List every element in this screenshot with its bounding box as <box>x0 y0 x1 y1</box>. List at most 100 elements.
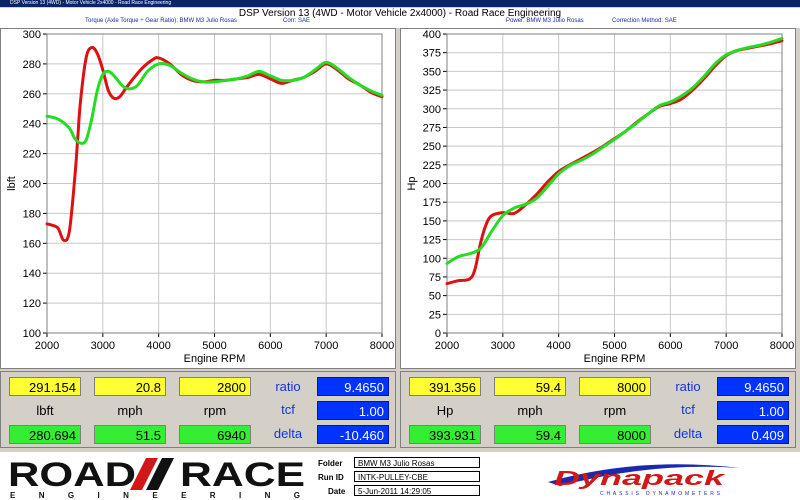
logo-slash-red <box>130 458 158 490</box>
plot-frame <box>446 33 783 334</box>
y-axis-label: lbft <box>6 176 18 191</box>
power-correction-text: Correction Method: SAE <box>612 18 677 24</box>
power-readout-panel: 391.356 59.4 8000 Hp mph rpm 393.931 59.… <box>400 371 796 448</box>
dynapack-sub-text: CHASSIS DYNAMOMETERS <box>600 491 721 497</box>
torque-readout-panel: 291.154 20.8 2800 lbft mph rpm 280.694 5… <box>0 371 396 448</box>
x-tick-label: 8000 <box>770 340 794 352</box>
runid-field: INTK-PULLEY-CBE <box>354 471 480 482</box>
x-tick-label: 3000 <box>91 340 115 352</box>
y-tick-label: 375 <box>423 48 441 60</box>
dynapack-swoosh <box>548 464 740 486</box>
y-tick-label: 300 <box>423 104 441 116</box>
y-tick-label: 140 <box>23 268 41 280</box>
x-tick-label: 2000 <box>435 340 459 352</box>
ratio-label: ratio <box>275 379 301 394</box>
y-tick-label: 260 <box>23 89 41 101</box>
window-title-bar: DSP Version 13 (4WD) - Motor Vehicle 2x4… <box>0 0 800 7</box>
unit-label-rpm: rpm <box>603 403 627 418</box>
y-tick-label: 100 <box>423 253 441 265</box>
y-tick-label: 325 <box>423 85 441 97</box>
torque-current-mph: 51.5 <box>94 425 166 444</box>
unit-label-lbft: lbft <box>36 403 54 418</box>
y-tick-label: 150 <box>423 216 441 228</box>
x-tick-label: 8000 <box>370 340 394 352</box>
report-title: DSP Version 13 (4WD - Motor Vehicle 2x40… <box>238 8 562 19</box>
y-tick-label: 225 <box>423 160 441 172</box>
y-tick-label: 25 <box>429 309 441 321</box>
y-tick-label: 50 <box>429 291 441 303</box>
torque-chart: 2000 3000 4000 5000 6000 7000 8000 100 120 140 160… <box>6 29 394 365</box>
tcf-label: tcf <box>281 402 295 417</box>
y-tick-label: 200 <box>423 179 441 191</box>
y-tick-label: 300 <box>23 29 41 41</box>
torque-legend-text: Torque (Axle Torque ÷ Gear Ratio): BMW M… <box>85 18 237 24</box>
x-tick-label: 2000 <box>35 340 59 352</box>
y-tick-label: 275 <box>423 122 441 134</box>
y-tick-label: 400 <box>423 29 441 41</box>
y-tick-label: 120 <box>23 298 41 310</box>
x-axis-label: Engine RPM <box>584 353 646 365</box>
ratio-label: ratio <box>675 379 701 394</box>
logo-slash-black <box>146 458 174 490</box>
dynapack-brand-text: Dynapack <box>554 468 726 490</box>
y-tick-label: 160 <box>23 238 41 250</box>
x-tick-label: 6000 <box>658 340 682 352</box>
road-race-logo: ROAD RACE ENGINEERING <box>8 456 305 500</box>
x-axis-label: Engine RPM <box>184 353 246 365</box>
y-tick-label: 180 <box>23 208 41 220</box>
x-tick-label: 7000 <box>714 340 738 352</box>
ratio-value: 9.4650 <box>717 377 789 396</box>
ratio-value: 9.4650 <box>317 377 389 396</box>
unit-label-mph: mph <box>117 403 143 418</box>
power-chart: 2000 3000 4000 5000 6000 7000 8000 0 25 50 75 100 12… <box>406 29 794 365</box>
green-series-line <box>45 60 384 145</box>
folder-label: Folder <box>318 459 343 468</box>
y-tick-label: 280 <box>23 59 41 71</box>
torque-peak-value: 291.154 <box>9 377 81 396</box>
unit-label-rpm: rpm <box>203 403 227 418</box>
delta-value: 0.409 <box>717 425 789 444</box>
power-current-rpm: 8000 <box>579 425 651 444</box>
logo-road-text: ROAD <box>8 456 136 494</box>
x-tick-label: 5000 <box>202 340 226 352</box>
power-peak-rpm: 8000 <box>579 377 651 396</box>
torque-chart-panel: 2000 3000 4000 5000 6000 7000 8000 100 120 140 160… <box>0 28 396 369</box>
date-field: 5-Jun-2011 14:29:05 <box>354 485 480 496</box>
torque-current-rpm: 6940 <box>179 425 251 444</box>
y-tick-label: 220 <box>23 149 41 161</box>
y-tick-label: 175 <box>423 197 441 209</box>
y-tick-label: 350 <box>423 66 441 78</box>
torque-current-value: 280.694 <box>9 425 81 444</box>
date-label: Date <box>328 487 346 496</box>
runid-label: Run ID <box>318 473 344 482</box>
power-peak-value: 391.356 <box>409 377 481 396</box>
tcf-value: 1.00 <box>317 401 389 420</box>
green-series-line <box>445 36 784 265</box>
tcf-label: tcf <box>681 402 695 417</box>
torque-peak-rpm: 2800 <box>179 377 251 396</box>
logo-sub-text: ENGINEERING <box>10 491 300 500</box>
power-peak-mph: 59.4 <box>494 377 566 396</box>
delta-label: delta <box>673 426 703 441</box>
tcf-value: 1.00 <box>717 401 789 420</box>
power-chart-panel: 2000 3000 4000 5000 6000 7000 8000 0 25 50 75 100 12… <box>400 28 796 369</box>
torque-correction-text: Corr: SAE <box>283 18 311 24</box>
torque-peak-mph: 20.8 <box>94 377 166 396</box>
report-header: DSP Version 13 (4WD - Motor Vehicle 2x40… <box>0 8 800 28</box>
power-legend-text: Power: BMW M3 Julio Rosas <box>506 18 584 24</box>
y-tick-label: 240 <box>23 119 41 131</box>
y-tick-label: 0 <box>435 328 441 340</box>
x-tick-label: 4000 <box>546 340 570 352</box>
unit-label-hp: Hp <box>436 403 454 418</box>
unit-label-mph: mph <box>517 403 543 418</box>
y-tick-label: 100 <box>23 328 41 340</box>
x-tick-label: 7000 <box>314 340 338 352</box>
y-tick-label: 75 <box>429 272 441 284</box>
dynapack-logo: Dynapack CHASSIS DYNAMOMETERS <box>548 464 740 497</box>
y-tick-label: 250 <box>423 141 441 153</box>
power-current-mph: 59.4 <box>494 425 566 444</box>
y-tick-label: 200 <box>23 179 41 191</box>
x-tick-label: 3000 <box>491 340 515 352</box>
delta-value: -10.460 <box>317 425 389 444</box>
delta-label: delta <box>273 426 303 441</box>
